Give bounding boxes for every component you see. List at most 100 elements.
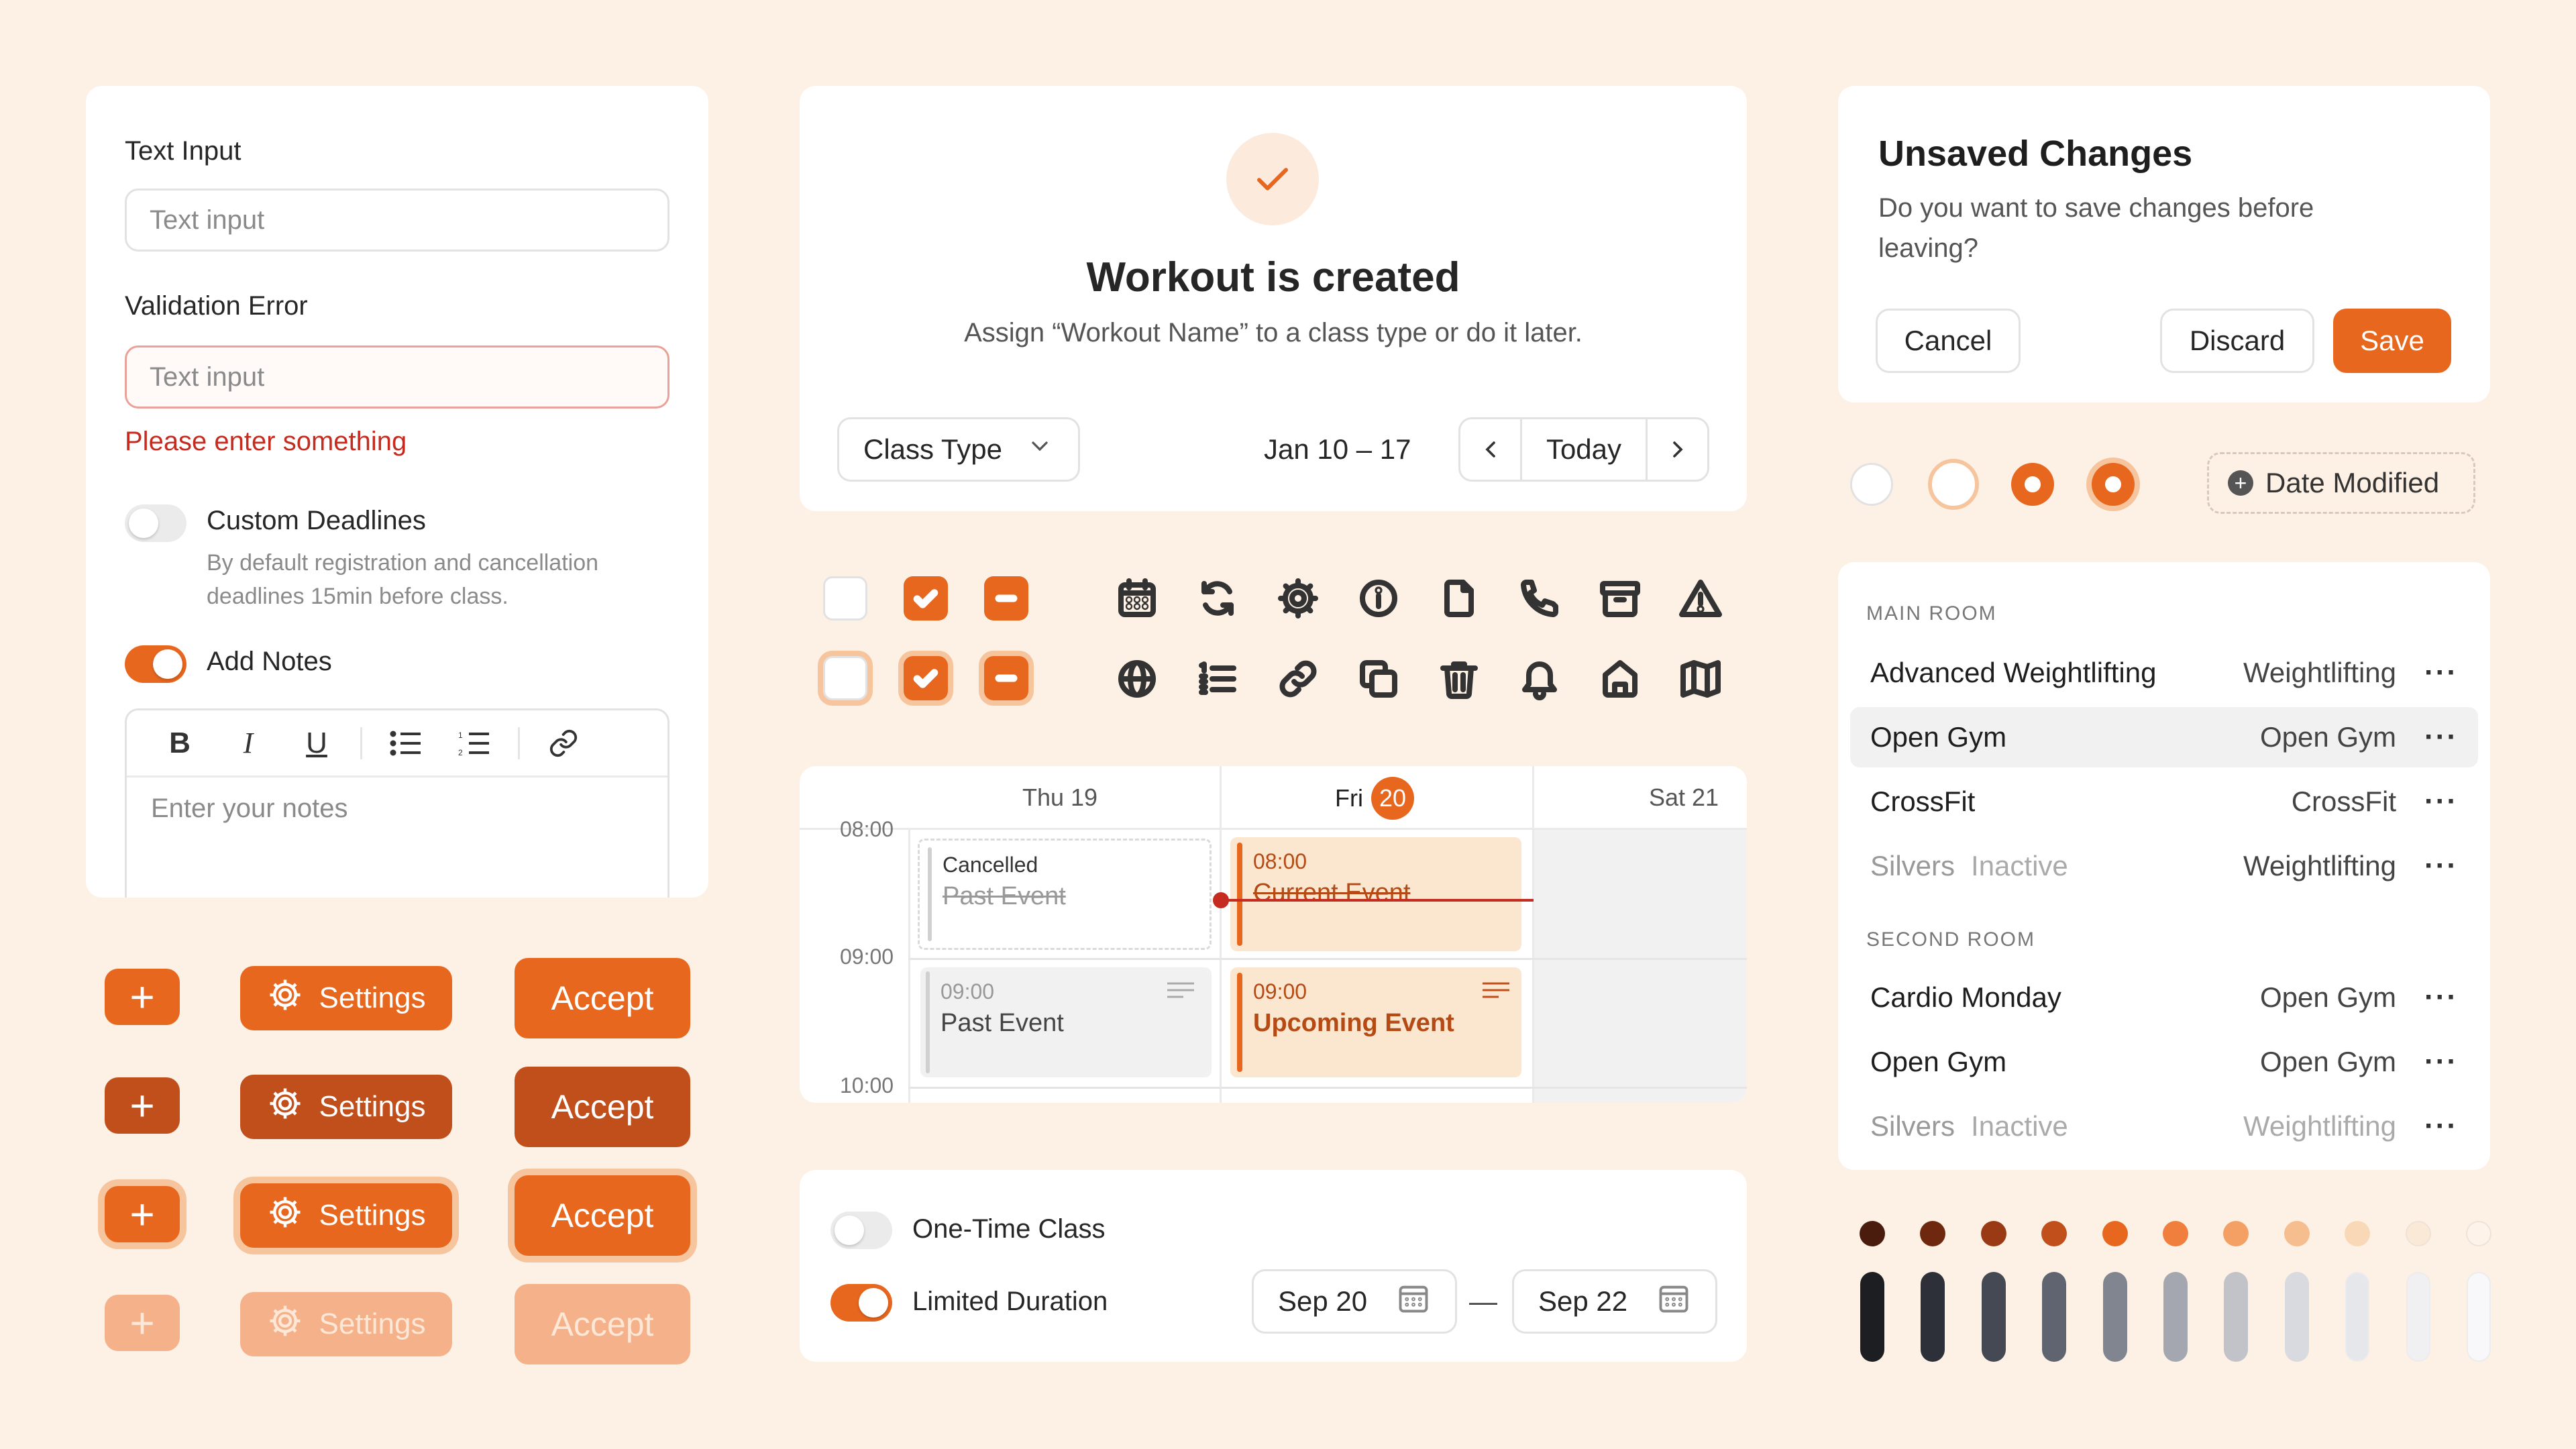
upcoming-event-title: Upcoming Event [1253,1009,1454,1037]
checkbox-unchecked-focus[interactable] [823,656,867,700]
orange-swatch [2284,1221,2310,1246]
upcoming-event[interactable]: 09:00 Upcoming Event [1230,967,1521,1077]
list-item[interactable]: CrossFit CrossFit ··· [1870,785,2458,818]
orange-swatch [1920,1221,1946,1246]
day-header-fri: Fri 20 [1335,777,1414,820]
radio-selected[interactable] [2011,463,2054,506]
underline-icon[interactable]: U [306,726,327,759]
checkbox-indeterminate[interactable] [984,576,1028,621]
discard-button[interactable]: Discard [2160,309,2314,373]
gray-swatch [2042,1272,2067,1362]
gear-icon [1277,577,1320,620]
radio-unselected-focus[interactable] [1928,459,1979,510]
gray-swatch [2284,1272,2309,1362]
link-icon[interactable] [529,710,598,777]
cancelled-label: Cancelled [943,853,1038,877]
more-icon[interactable]: ··· [2424,849,2458,882]
file-icon [1438,577,1481,620]
gear-icon [267,977,303,1020]
cancelled-event[interactable]: Cancelled Past Event [918,839,1212,950]
text-input-field[interactable]: Text input [125,189,669,252]
calendar-card: Thu 19 Fri 20 Sat 21 08:00 09:00 10:00 C… [800,766,1747,1103]
bullet-list-icon[interactable] [372,710,440,777]
validation-input-field[interactable]: Text input [125,345,669,409]
class-type-select[interactable]: Class Type [837,417,1080,482]
room-list-card: MAIN ROOM Advanced Weightlifting Weightli… [1838,562,2490,1170]
bold-icon[interactable]: B [169,726,191,759]
orange-swatch [2223,1221,2249,1246]
validation-input-placeholder: Text input [150,362,265,392]
more-icon[interactable]: ··· [2424,720,2458,753]
checkbox-checked-focus[interactable] [904,656,948,700]
past-event[interactable]: 09:00 Past Event [920,967,1212,1077]
radio-selected-focus[interactable] [2092,463,2135,506]
more-icon[interactable]: ··· [2424,1110,2458,1142]
more-icon[interactable]: ··· [2424,656,2458,689]
add-notes-toggle[interactable] [125,645,186,683]
accept-button-focus[interactable]: Accept [515,1175,690,1256]
time-0900: 09:00 [840,945,894,969]
gray-swatch [1860,1272,1884,1362]
cancel-button[interactable]: Cancel [1876,309,2021,373]
list-item[interactable]: Silvers Inactive Weightlifting ··· [1870,849,2458,882]
save-button[interactable]: Save [2333,309,2451,373]
gray-swatch [1981,1272,2006,1362]
add-button-focus[interactable]: + [105,1186,180,1242]
time-0800: 08:00 [840,817,894,841]
end-date-field[interactable]: Sep 22 [1512,1269,1717,1334]
trash-icon [1438,657,1481,700]
list-item[interactable]: Cardio Monday Open Gym ··· [1870,981,2458,1014]
settings-button[interactable]: Settings [240,966,452,1030]
notes-placeholder[interactable]: Enter your notes [151,794,348,823]
dialog-title: Unsaved Changes [1878,133,2193,174]
radio-unselected[interactable] [1850,463,1893,506]
more-icon[interactable]: ··· [2424,981,2458,1014]
checkbox-unchecked[interactable] [823,576,867,621]
text-input-placeholder: Text input [150,205,265,235]
calendar-icon [1656,1281,1691,1322]
chevron-left-icon[interactable] [1460,419,1522,480]
workout-title: Workout is created [1086,254,1460,301]
settings-button-focus[interactable]: Settings [240,1183,452,1248]
settings-button-hover[interactable]: Settings [240,1075,452,1139]
orange-swatch [2405,1221,2431,1246]
one-time-class-toggle[interactable] [830,1212,892,1249]
limited-duration-toggle[interactable] [830,1284,892,1322]
gear-icon [267,1085,303,1129]
more-icon[interactable]: ··· [2424,1045,2458,1078]
list-item[interactable]: Open Gym Open Gym ··· [1870,1045,2458,1078]
gear-icon [267,1303,303,1346]
list-item[interactable]: Open Gym Open Gym ··· [1850,707,2478,767]
info-icon [1357,577,1400,620]
current-event[interactable]: 08:00 Current Event [1230,837,1521,951]
error-message: Please enter something [125,427,407,456]
add-button-hover[interactable]: + [105,1077,180,1134]
gray-swatch [2345,1272,2370,1362]
gray-swatch [2163,1272,2188,1362]
list-item[interactable]: Advanced Weightlifting Weightlifting ··· [1870,656,2458,689]
orange-swatch [2041,1221,2068,1246]
start-date-field[interactable]: Sep 20 [1252,1269,1457,1334]
add-button[interactable]: + [105,969,180,1025]
chevron-right-icon[interactable] [1646,419,1707,480]
limited-duration-label: Limited Duration [912,1287,1108,1316]
italic-icon[interactable]: I [243,727,254,759]
phone-icon [1518,577,1561,620]
date-modified-filter[interactable]: + Date Modified [2207,452,2475,514]
custom-deadlines-toggle[interactable] [125,504,186,542]
today-button[interactable]: Today [1546,433,1622,465]
today-badge: 20 [1371,777,1414,820]
more-icon[interactable]: ··· [2424,785,2458,818]
main-room-title: MAIN ROOM [1866,602,1997,625]
checkbox-indeterminate-focus[interactable] [984,656,1028,700]
custom-deadlines-desc: By default registration and cancellation… [207,550,599,609]
list-item[interactable]: Silvers Inactive Weightlifting ··· [1870,1110,2458,1142]
copy-icon [1357,657,1400,700]
gear-icon [267,1194,303,1238]
checkbox-checked[interactable] [904,576,948,621]
numbered-list-icon [1196,657,1239,700]
gray-swatch [2224,1272,2249,1362]
accept-button-hover[interactable]: Accept [515,1067,690,1147]
accept-button[interactable]: Accept [515,958,690,1038]
